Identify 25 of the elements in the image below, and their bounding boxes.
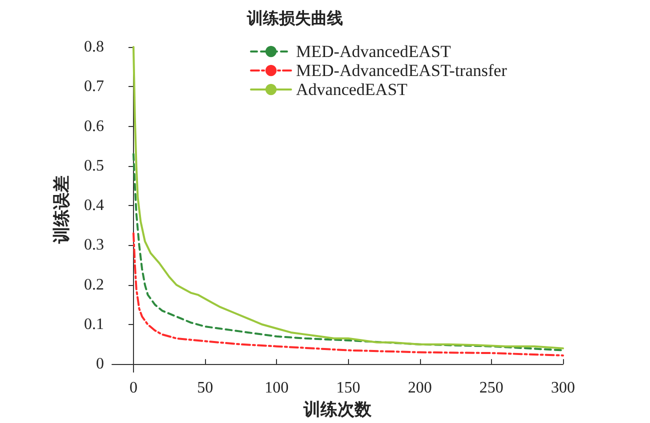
line-series: [132, 46, 564, 350]
legend-label: MED-AdvancedEAST-transfer: [296, 61, 508, 80]
chart-title: 训练损失曲线: [246, 10, 343, 28]
line-series: [132, 232, 564, 356]
x-tick-label: 250: [479, 380, 504, 397]
x-axis-title: 训练次数: [302, 400, 372, 419]
legend-label: MED-AdvancedEAST: [296, 42, 452, 61]
y-axis-title: 训练误差: [52, 176, 71, 245]
x-tick-label: 100: [264, 380, 289, 397]
x-tick-label: 150: [336, 380, 360, 397]
y-tick-label: 0.6: [84, 118, 104, 135]
y-tick-label: 0.5: [84, 157, 104, 174]
line-series: [132, 153, 564, 352]
y-tick-label: 0: [96, 356, 104, 373]
y-tick-label: 0.7: [84, 78, 104, 96]
y-tick-label: 0.2: [84, 276, 104, 294]
y-tick-label: 0.1: [84, 316, 104, 334]
legend-label: AdvancedEAST: [296, 80, 408, 99]
x-tick-label: 200: [408, 380, 432, 397]
y-tick-label: 0.8: [84, 38, 104, 56]
y-tick-label: 0.4: [84, 197, 104, 214]
x-tick-label: 0: [129, 380, 138, 397]
y-tick-label: 0.3: [84, 236, 104, 254]
x-tick-label: 50: [197, 380, 214, 397]
x-tick-label: 300: [551, 380, 575, 397]
